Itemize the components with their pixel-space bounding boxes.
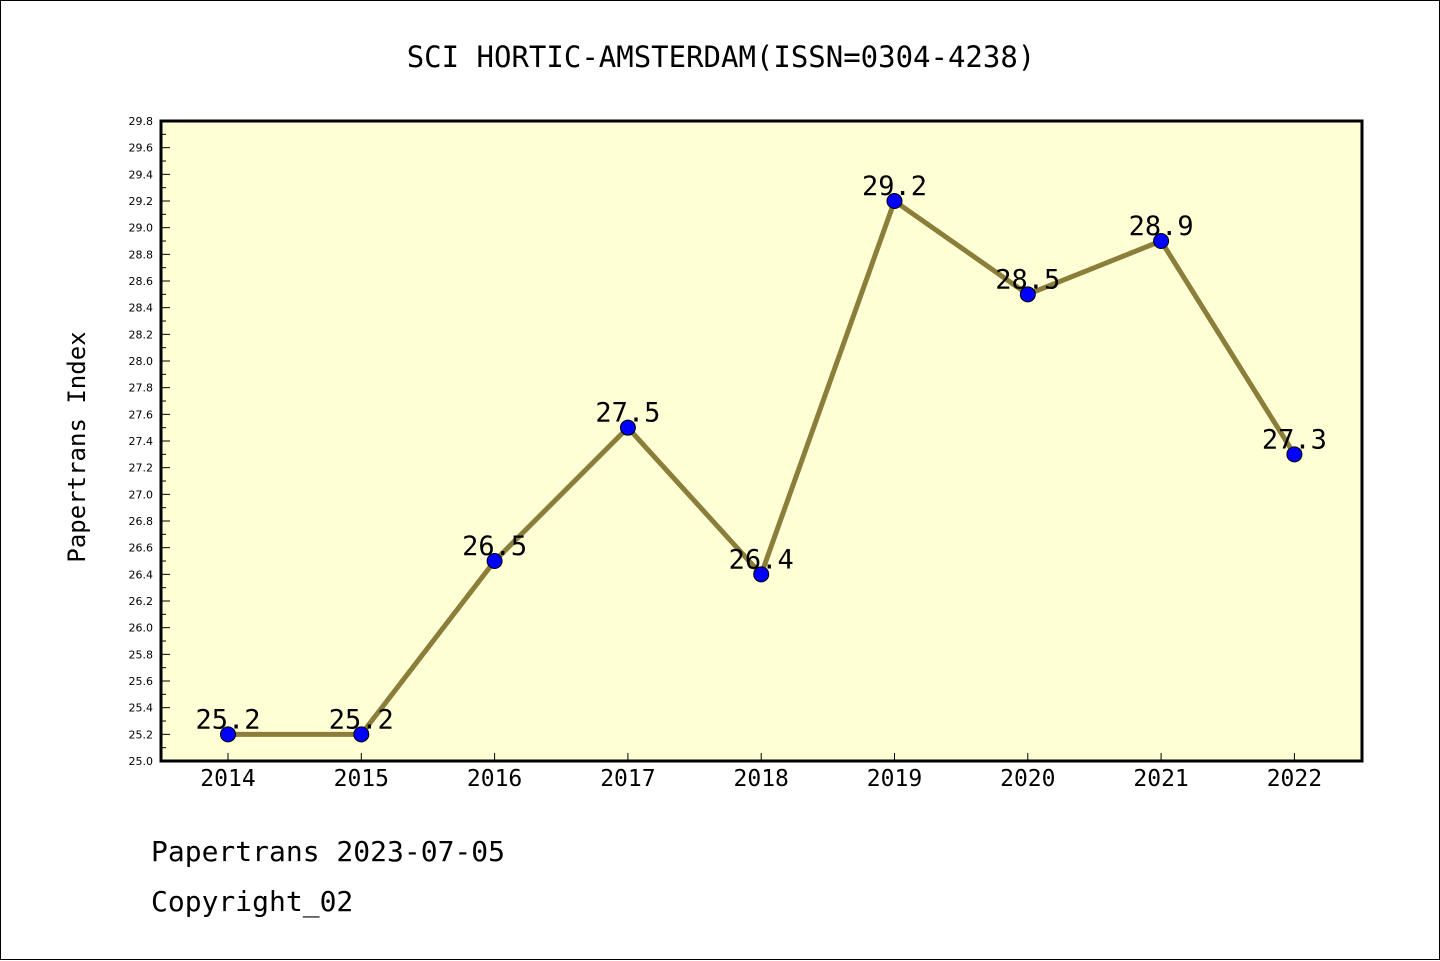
y-tick-label: 27.4 <box>129 435 154 448</box>
data-label: 25.2 <box>195 704 260 735</box>
plot-area <box>159 119 1364 763</box>
y-axis-ticks: 25.0 25.2 25.4 25.6 25.8 26.0 26.2 26.4 26.6 26.8… <box>129 115 170 768</box>
data-point <box>619 419 636 436</box>
x-tick-label: 2018 <box>734 766 789 792</box>
y-tick-label: 29.2 <box>129 195 154 208</box>
x-tick-label: 2020 <box>1000 766 1055 792</box>
series-layer <box>220 193 1303 743</box>
data-point <box>220 726 236 743</box>
data-label: 26.5 <box>462 531 527 562</box>
x-tick-label: 2016 <box>467 766 522 792</box>
y-tick-label: 28.6 <box>129 275 154 288</box>
y-tick-label: 25.2 <box>129 728 154 741</box>
data-label: 28.9 <box>1129 211 1194 242</box>
footer-date-text: Papertrans 2023-07-05 <box>151 835 506 868</box>
y-tick-label: 29.6 <box>129 142 154 155</box>
y-tick-label: 25.0 <box>129 755 154 768</box>
y-tick-label: 28.2 <box>129 328 154 341</box>
y-tick-label: 29.4 <box>129 168 154 181</box>
data-point <box>1286 446 1303 463</box>
data-label: 27.3 <box>1262 424 1327 455</box>
y-tick-label: 27.6 <box>129 408 154 421</box>
x-tick-label: 2021 <box>1133 766 1188 792</box>
y-tick-label: 29.0 <box>129 222 154 235</box>
data-label: 25.2 <box>329 704 394 735</box>
y-tick-label: 26.6 <box>129 542 154 555</box>
data-label: 26.4 <box>729 544 794 575</box>
y-axis-label: Papertrans Index <box>63 331 91 562</box>
y-tick-label: 25.4 <box>129 702 154 715</box>
footer-copyright-text: Copyright_02 <box>151 885 354 918</box>
y-tick-label: 26.0 <box>129 622 154 635</box>
chart-title: SCI HORTIC-AMSTERDAM(ISSN=0304-4238) <box>407 40 1036 74</box>
y-tick-label: 25.8 <box>129 648 154 661</box>
y-tick-label: 28.4 <box>129 302 154 315</box>
y-tick-label: 27.8 <box>129 382 154 395</box>
x-tick-label: 2017 <box>600 766 655 792</box>
data-point <box>353 726 370 743</box>
y-tick-label: 28.0 <box>129 355 154 368</box>
data-label: 29.2 <box>862 171 927 202</box>
y-tick-label: 29.8 <box>129 115 154 128</box>
y-tick-label: 26.2 <box>129 595 154 608</box>
x-tick-label: 2019 <box>867 766 922 792</box>
y-tick-label: 25.6 <box>129 675 154 688</box>
data-label-layer: 25.2 25.2 26.5 27.5 26.4 29.2 28.5 28.9 27.3 <box>195 171 1326 735</box>
y-tick-label: 26.8 <box>129 515 154 528</box>
y-tick-label: 27.2 <box>129 462 154 475</box>
data-point <box>753 566 770 583</box>
x-axis-ticks: 2014 2015 2016 2017 2018 2019 2020 2021 2022 <box>200 753 1322 792</box>
data-point <box>486 553 503 569</box>
x-tick-label: 2022 <box>1267 766 1322 792</box>
data-label: 28.5 <box>995 264 1060 295</box>
x-tick-label: 2015 <box>334 766 389 792</box>
data-point <box>886 193 903 209</box>
data-label: 27.5 <box>595 398 660 429</box>
x-tick-label: 2014 <box>200 766 255 792</box>
y-tick-label: 28.8 <box>129 248 154 261</box>
y-tick-label: 27.0 <box>129 488 154 501</box>
data-point <box>1019 286 1036 303</box>
y-tick-label: 26.4 <box>129 568 154 581</box>
data-point <box>1153 233 1170 249</box>
